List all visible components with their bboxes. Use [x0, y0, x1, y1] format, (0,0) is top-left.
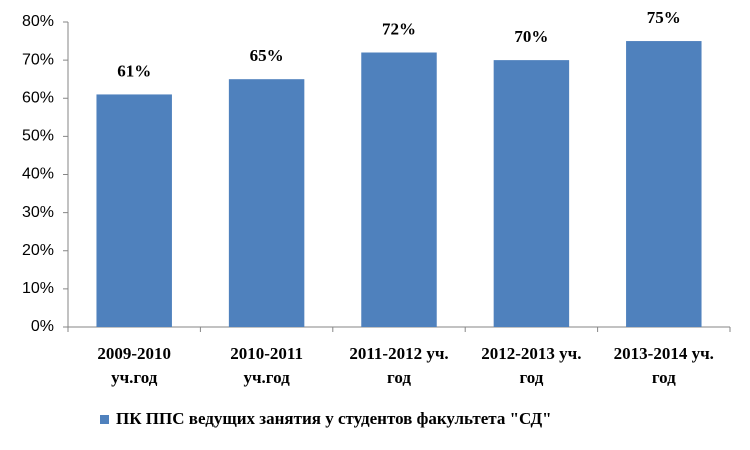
x-tick-label: уч.год [111, 368, 158, 387]
legend-label: ПК ППС ведущих занятия у студентов факул… [116, 409, 552, 428]
x-tick-label: год [652, 368, 676, 387]
y-tick-label: 80% [22, 13, 54, 30]
y-tick-label: 70% [22, 51, 54, 68]
y-tick-label: 50% [22, 128, 54, 145]
x-tick-label: 2010-2011 [230, 344, 303, 363]
x-tick-label: 2009-2010 [97, 344, 171, 363]
y-tick-label: 60% [22, 89, 54, 106]
data-label: 70% [514, 27, 548, 46]
y-tick-label: 20% [22, 242, 54, 259]
x-tick-label: 2012-2013 уч. [481, 344, 581, 363]
bar [361, 52, 437, 327]
bar [228, 79, 305, 327]
y-tick-label: 10% [22, 280, 54, 297]
x-tick-label: уч.год [243, 368, 290, 387]
data-label: 75% [647, 8, 681, 27]
x-tick-label: 2013-2014 уч. [614, 344, 714, 363]
x-tick-label: год [387, 368, 411, 387]
y-tick-label: 40% [22, 166, 54, 183]
bar [96, 94, 172, 327]
y-tick-label: 0% [31, 318, 54, 335]
data-label: 61% [117, 61, 151, 80]
data-label: 65% [250, 46, 284, 65]
x-tick-label: 2011-2012 уч. [349, 344, 448, 363]
x-tick-label: год [519, 368, 543, 387]
bar [626, 41, 702, 327]
data-label: 72% [382, 19, 416, 38]
bar [493, 60, 570, 327]
y-tick-label: 30% [22, 204, 54, 221]
legend-swatch [100, 415, 109, 424]
